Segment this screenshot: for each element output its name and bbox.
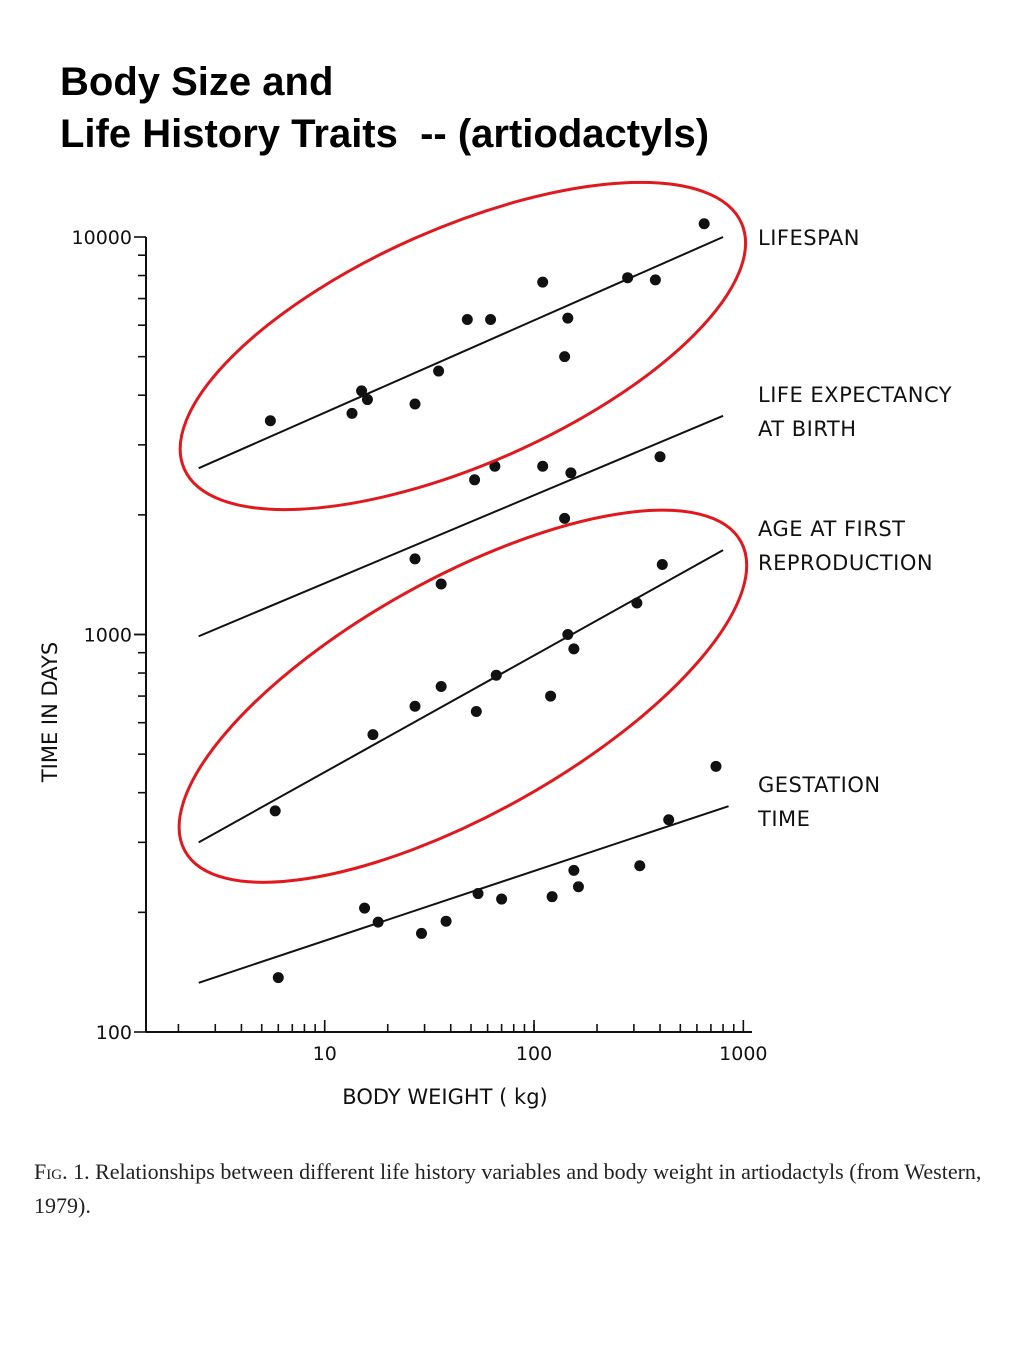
series-label: GESTATION xyxy=(758,773,881,797)
data-point xyxy=(469,474,481,486)
data-point xyxy=(622,272,634,284)
data-point xyxy=(356,385,368,397)
data-point xyxy=(663,814,675,826)
regression-lines xyxy=(198,236,729,984)
data-point xyxy=(416,927,428,939)
data-point xyxy=(537,460,549,472)
fit-line xyxy=(198,549,724,844)
data-point xyxy=(409,398,421,410)
data-point xyxy=(496,893,508,905)
data-point xyxy=(409,553,421,565)
data-point xyxy=(472,888,484,900)
chart-axes: 100 1000 10000 10 100 1000 xyxy=(72,227,768,1065)
data-point xyxy=(372,916,384,928)
data-point xyxy=(361,394,373,406)
x-tick-label: 10 xyxy=(313,1043,337,1065)
data-point xyxy=(568,864,580,876)
y-tick-label: 100 xyxy=(96,1022,132,1044)
title-line-1: Body Size and xyxy=(60,60,334,104)
data-point xyxy=(634,860,646,872)
series-label: AGE AT FIRST xyxy=(758,517,905,541)
data-point xyxy=(546,891,558,903)
data-point xyxy=(264,415,276,427)
series-label: REPRODUCTION xyxy=(758,551,933,575)
highlight-ellipse xyxy=(177,508,749,884)
data-point xyxy=(435,578,447,590)
data-point xyxy=(545,690,557,702)
data-point xyxy=(656,559,668,571)
x-tick-label: 1000 xyxy=(719,1043,767,1065)
data-point xyxy=(433,365,445,377)
data-point xyxy=(572,881,584,893)
data-point xyxy=(367,729,379,741)
highlight-ellipse xyxy=(178,180,748,512)
data-point xyxy=(562,312,574,324)
data-point xyxy=(631,597,643,609)
series-label: AT BIRTH xyxy=(758,417,857,441)
data-point xyxy=(568,643,580,655)
x-axis-label: BODY WEIGHT ( kg) xyxy=(342,1085,547,1109)
fit-line xyxy=(198,236,724,470)
data-point xyxy=(490,669,502,681)
data-point xyxy=(559,512,571,524)
series-labels: LIFESPAN LIFE EXPECTANCY AT BIRTH AGE AT FI… xyxy=(757,226,952,831)
data-point xyxy=(649,274,661,286)
data-point xyxy=(565,467,577,479)
data-point xyxy=(409,700,421,712)
data-point xyxy=(559,351,571,363)
y-tick-label: 10000 xyxy=(72,227,132,249)
data-point xyxy=(654,451,666,463)
scatter-chart: 100 1000 10000 10 100 1000 LIFESPAN LIFE EXPEC… xyxy=(38,180,952,1109)
data-point xyxy=(710,760,722,772)
x-tick-label: 100 xyxy=(516,1043,552,1065)
y-axis-label: TIME IN DAYS xyxy=(38,642,62,783)
data-points xyxy=(264,218,722,984)
data-point xyxy=(435,680,447,692)
highlight-ellipses xyxy=(177,180,749,884)
data-point xyxy=(470,706,482,718)
data-point xyxy=(269,805,281,817)
series-label: LIFESPAN xyxy=(758,226,860,250)
data-point xyxy=(489,460,501,472)
data-point xyxy=(440,915,452,927)
y-tick-label: 1000 xyxy=(84,625,132,647)
figure-number: Fig. 1. xyxy=(34,1159,90,1184)
slide-title: Body Size and Life History Traits -- (ar… xyxy=(60,56,709,160)
caption-text: Relationships between different life his… xyxy=(34,1159,982,1218)
fit-line xyxy=(198,414,724,638)
data-point xyxy=(562,629,574,640)
series-label: TIME xyxy=(757,807,810,831)
data-point xyxy=(537,276,549,288)
data-point xyxy=(359,902,371,914)
figure-caption: Fig. 1. Relationships between different … xyxy=(34,1155,994,1223)
data-point xyxy=(698,218,710,230)
series-label: LIFE EXPECTANCY xyxy=(758,383,952,407)
data-point xyxy=(272,972,284,984)
data-point xyxy=(461,314,473,326)
fit-line xyxy=(198,805,729,984)
data-point xyxy=(485,314,497,326)
title-line-2: Life History Traits -- (artiodactyls) xyxy=(60,112,710,156)
data-point xyxy=(346,407,358,419)
